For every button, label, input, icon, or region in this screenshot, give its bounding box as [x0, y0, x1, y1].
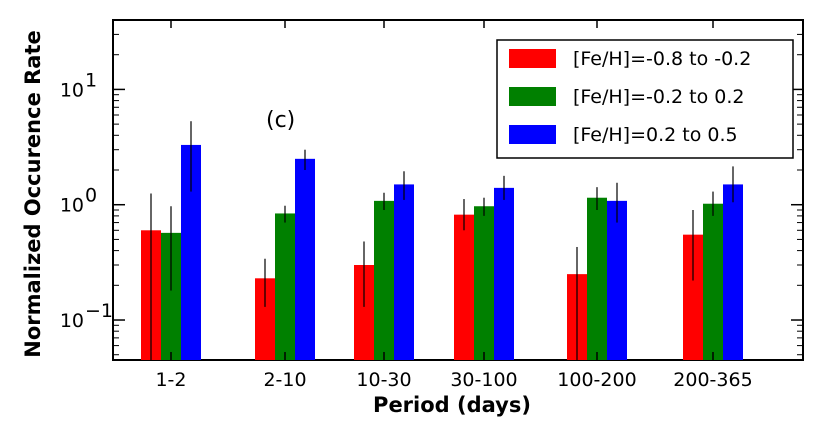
legend-swatch-2 [509, 125, 556, 144]
legend-label-2: [Fe/H]=0.2 to 0.5 [573, 124, 738, 146]
x-tick-label-30-100: 30-100 [450, 369, 517, 391]
bar-1-2-s2 [181, 144, 201, 360]
bar-200-365-s2 [723, 184, 743, 360]
x-axis: 1-2 2-10 10-30 30-100 100-200 200-365 [155, 20, 753, 391]
x-tick-label-10-30: 10-30 [356, 369, 411, 391]
x-tick-label-100-200: 100-200 [557, 369, 636, 391]
panel-label: (c) [266, 108, 295, 133]
bar-10-30-s2 [394, 184, 414, 360]
bar-2-10-s0 [255, 278, 275, 360]
y-tick-exp-2: 1 [85, 69, 97, 91]
x-axis-label: Period (days) [373, 393, 531, 417]
legend-label-1: [Fe/H]=-0.2 to 0.2 [573, 86, 744, 108]
bar-2-10-s1 [275, 213, 295, 360]
x-tick-label-200-365: 200-365 [673, 369, 752, 391]
legend-swatch-1 [509, 87, 556, 106]
bar-2-10-s2 [295, 158, 315, 360]
bar-10-30-s0 [354, 265, 374, 360]
y-axis-label: Normalized Occurence Rate [21, 30, 45, 358]
errorbar-layer [150, 121, 734, 360]
x-tick-label-2-10: 2-10 [263, 369, 306, 391]
legend-swatch-0 [509, 49, 556, 68]
y-tick-label-0: 10 [60, 310, 84, 332]
y-tick-label-1: 10 [60, 195, 84, 217]
bar-layer [141, 144, 743, 360]
bar-100-200-s2 [607, 200, 627, 360]
bar-30-100-s0 [454, 214, 474, 360]
bar-30-100-s2 [494, 187, 514, 360]
bar-1-2-s1 [161, 232, 181, 360]
legend: [Fe/H]=-0.8 to -0.2 [Fe/H]=-0.2 to 0.2 [Fe… [496, 39, 794, 159]
bar-100-200-s1 [587, 197, 607, 360]
y-tick-exp-0: −1 [85, 300, 113, 322]
legend-label-0: [Fe/H]=-0.8 to -0.2 [573, 48, 751, 70]
bar-10-30-s1 [374, 200, 394, 360]
y-tick-label-2: 10 [60, 79, 84, 101]
bar-200-365-s1 [703, 203, 723, 360]
x-tick-label-1-2: 1-2 [155, 369, 186, 391]
bar-200-365-s0 [683, 234, 703, 360]
bar-30-100-s1 [474, 206, 494, 360]
y-tick-exp-1: 0 [85, 185, 97, 207]
